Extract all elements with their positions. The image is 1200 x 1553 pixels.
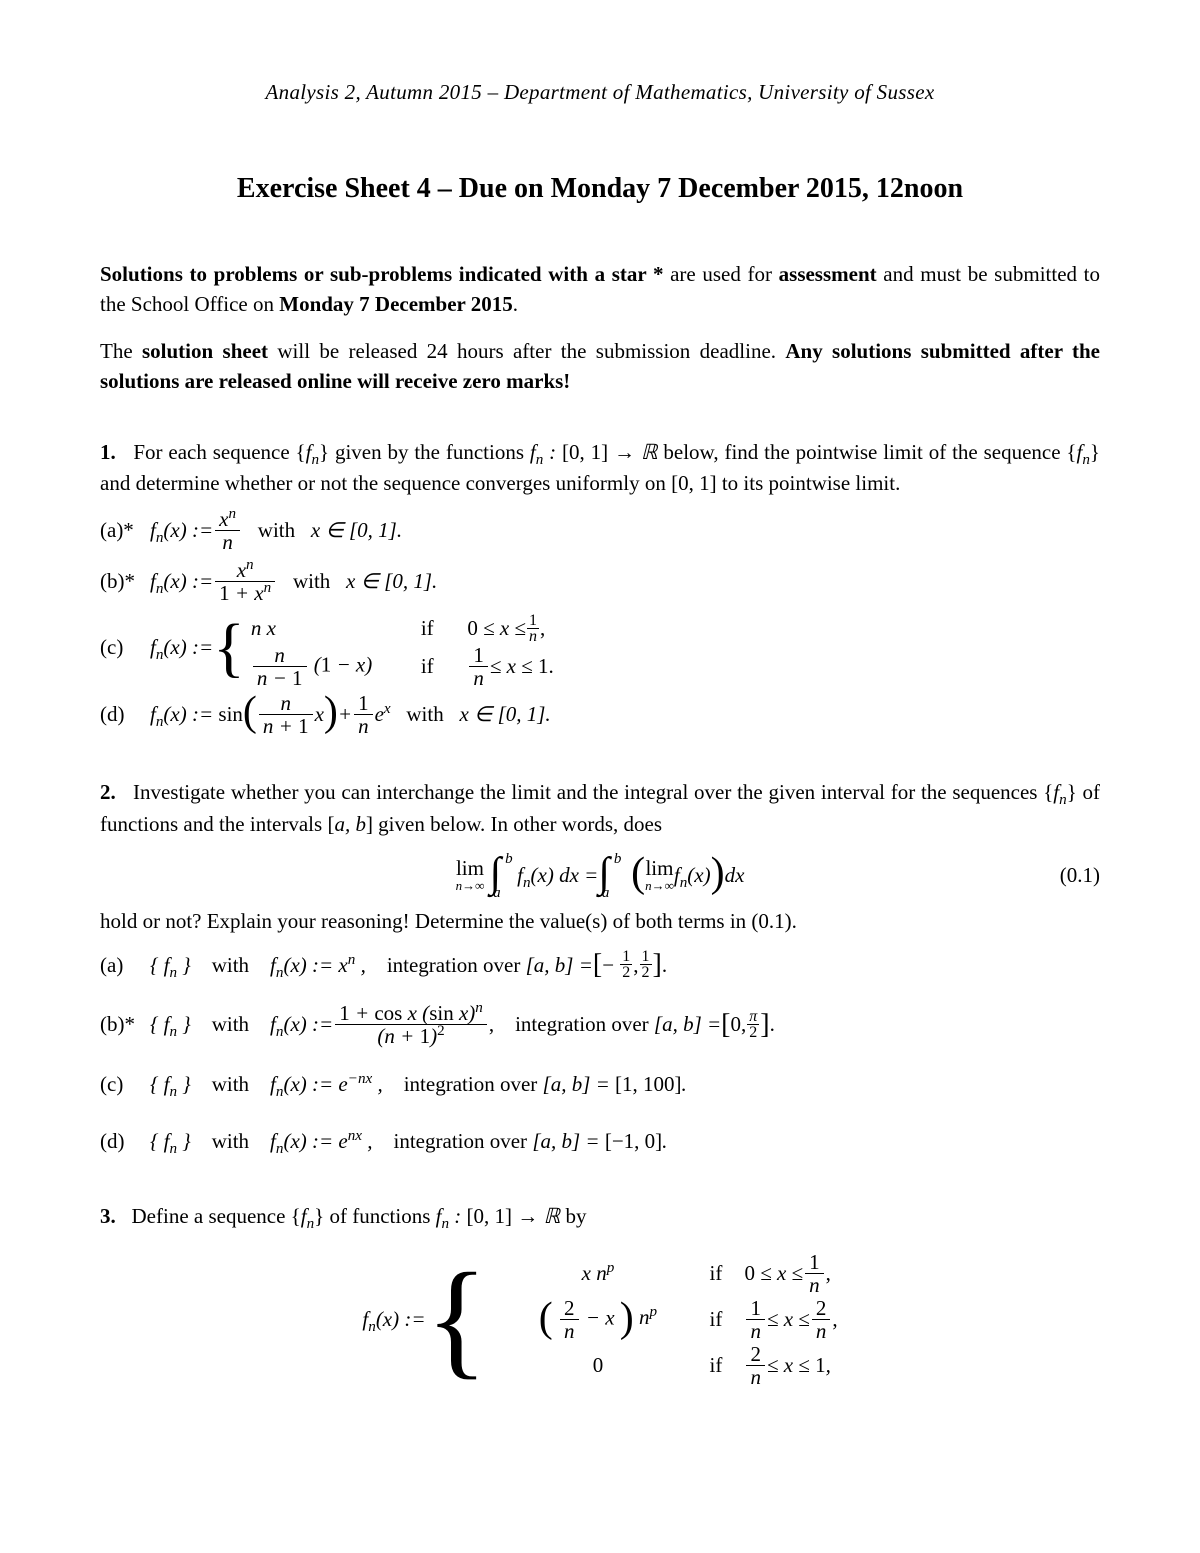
intro-paragraph-2: The solution sheet will be released 24 h… (100, 336, 1100, 397)
p2-c-with: with (212, 1065, 249, 1104)
p2-b-intover: integration over (515, 1010, 649, 1039)
intro2-c: will be released 24 hours after the subm… (268, 339, 785, 363)
p2-text-c: ] given below. In other words, does (366, 812, 662, 836)
p1-num: 1. (100, 440, 116, 464)
intro2-a: The (100, 339, 142, 363)
p1-b-label: (b)* (100, 567, 150, 596)
p1-c-if2: if (421, 652, 457, 681)
p1-b-domain: x ∈ [0, 1]. (346, 567, 437, 596)
p1-b-with: with (293, 567, 330, 596)
p1-a-domain: x ∈ [0, 1]. (311, 516, 402, 545)
p2-b: (b)* { fn } with fn(x) := 1 + cos x (sin… (100, 1002, 1100, 1047)
p2-ab: a, b (334, 812, 366, 836)
p2-a-with: with (212, 946, 249, 985)
p3-if1: if (698, 1261, 734, 1286)
intro1-b: are used for (663, 262, 778, 286)
p1-d: (d) fn(x) := sin ( nn + 1 x ) + 1n ex wi… (100, 692, 1100, 737)
page: Analysis 2, Autumn 2015 – Department of … (0, 0, 1200, 1463)
problem-2: 2. Investigate whether you can interchan… (100, 777, 1100, 1161)
course-header: Analysis 2, Autumn 2015 – Department of … (100, 80, 1100, 105)
p1-d-domain: x ∈ [0, 1]. (459, 700, 550, 729)
p1-d-label: (d) (100, 700, 150, 729)
p3-if3: if (698, 1353, 734, 1378)
p2-a-label: (a) (100, 946, 150, 985)
p2-text-a: Investigate whether you can interchange … (133, 780, 1053, 804)
p3-text-c: by (560, 1204, 586, 1228)
problem-3-intro: 3. Define a sequence {fn} of functions f… (100, 1201, 1100, 1233)
p2-c: (c) { fn } with fn(x) := e−nx , integrat… (100, 1065, 1100, 1104)
p3-text-a: Define a sequence { (132, 1204, 301, 1228)
problem-3: 3. Define a sequence {fn} of functions f… (100, 1201, 1100, 1389)
p2-c-label: (c) (100, 1065, 150, 1104)
p2-d-label: (d) (100, 1122, 150, 1161)
p3-if2: if (698, 1307, 734, 1332)
p2-b-label: (b)* (100, 1010, 150, 1039)
p2-d-intover: integration over (394, 1122, 528, 1161)
p2-a-intover: integration over (387, 946, 521, 985)
p1-c: (c) fn(x) := { n x if 0 ≤ x ≤ 1n, nn − 1… (100, 610, 1100, 686)
p2-eqnum: (0.1) (1060, 863, 1100, 888)
intro1-f: . (513, 292, 518, 316)
p3-text-b: } of functions (314, 1204, 435, 1228)
p1-text-a: For each sequence { (133, 440, 305, 464)
p1-text-b: } given by the functions (319, 440, 530, 464)
p1-b: (b)* fn(x) := xn1 + xn with x ∈ [0, 1]. (100, 559, 1100, 604)
p1-a-with: with (258, 516, 295, 545)
intro1-e: Monday 7 December 2015 (279, 292, 513, 316)
intro1-c: assessment (779, 262, 877, 286)
p2-num: 2. (100, 780, 116, 804)
p1-c-if1: if (421, 614, 457, 643)
p1-c-label: (c) (100, 633, 150, 662)
p2-a: (a) { fn } with fn(x) := xn , integratio… (100, 946, 1100, 985)
p1-a: (a)* fn(x) := xnn with x ∈ [0, 1]. (100, 508, 1100, 553)
p2-b-with: with (212, 1010, 249, 1039)
p2-equation: limn→∞ ∫ba fn(x) dx = ∫ba ( limn→∞ fn(x)… (100, 858, 1100, 892)
p2-d: (d) { fn } with fn(x) := enx , integrati… (100, 1122, 1100, 1161)
p1-d-with: with (406, 700, 443, 729)
p3-definition: fn(x) := { x np if 0 ≤ x ≤ 1n, ( 2n − x (100, 1251, 1100, 1389)
problem-2-intro: 2. Investigate whether you can interchan… (100, 777, 1100, 840)
p2-hold: hold or not? Explain your reasoning! Det… (100, 906, 1100, 938)
p2-c-intover: integration over (404, 1065, 538, 1104)
problem-1-intro: 1. For each sequence {fn} given by the f… (100, 437, 1100, 500)
p1-text-c: below, find the pointwise limit of the s… (658, 440, 1077, 464)
intro2-b: solution sheet (142, 339, 268, 363)
intro1-bold-a: Solutions to problems or sub-problems in… (100, 262, 663, 286)
p3-num: 3. (100, 1204, 116, 1228)
intro-paragraph-1: Solutions to problems or sub-problems in… (100, 259, 1100, 320)
p2-d-with: with (212, 1122, 249, 1161)
sheet-title: Exercise Sheet 4 – Due on Monday 7 Decem… (100, 173, 1100, 205)
problem-1: 1. For each sequence {fn} given by the f… (100, 437, 1100, 737)
p1-a-label: (a)* (100, 516, 150, 545)
